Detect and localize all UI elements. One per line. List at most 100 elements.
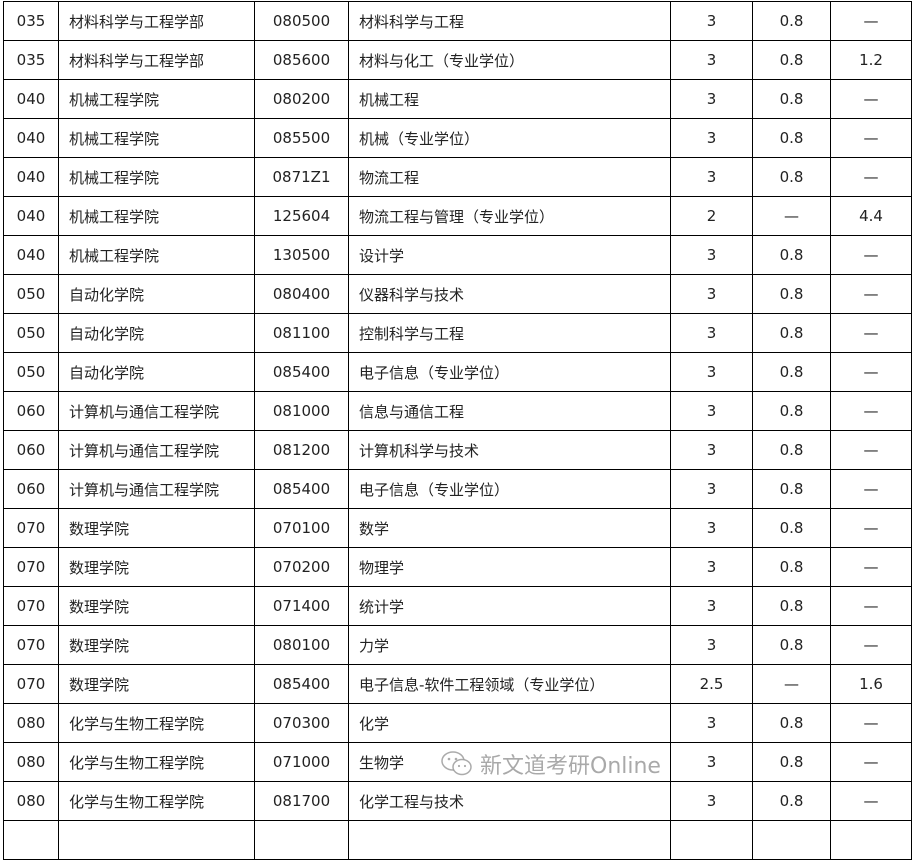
dept-code-cell: 040	[3, 196, 59, 236]
coef-b-cell: —	[830, 508, 912, 548]
coef-a-cell: 0.8	[752, 391, 831, 431]
empty-cell	[830, 820, 912, 860]
coef-a-cell: 0.8	[752, 274, 831, 314]
major-name-cell: 数学	[348, 508, 671, 548]
major-name-cell: 信息与通信工程	[348, 391, 671, 431]
major-code-cell: 125604	[254, 196, 349, 236]
duration-cell: 3	[670, 313, 753, 353]
coef-b-cell: —	[830, 469, 912, 509]
major-name-cell: 材料科学与工程	[348, 1, 671, 41]
table-row: 080 化学与生物工程学院 070300 化学 3 0.8—	[3, 703, 912, 743]
major-name-cell: 化学	[348, 703, 671, 743]
empty-cell	[348, 820, 671, 860]
duration-cell: 3	[670, 742, 753, 782]
duration-cell: 2	[670, 196, 753, 236]
duration-cell: 3	[670, 586, 753, 626]
coef-b-cell: —	[830, 118, 912, 158]
coef-b-cell: —	[830, 235, 912, 275]
duration-cell: 3	[670, 352, 753, 392]
major-code-cell: 080500	[254, 1, 349, 41]
dept-code-cell: 035	[3, 1, 59, 41]
major-code-cell: 080200	[254, 79, 349, 119]
coef-b-cell: —	[830, 391, 912, 431]
major-name-cell: 计算机科学与技术	[348, 430, 671, 470]
table-row: 080 化学与生物工程学院 071000 生物学 3 0.8—	[3, 742, 912, 782]
table-row: 060 计算机与通信工程学院 081000 信息与通信工程 3 0.8—	[3, 391, 912, 431]
dept-name-cell: 机械工程学院	[58, 79, 255, 119]
coef-a-cell: 0.8	[752, 235, 831, 275]
dept-code-cell: 080	[3, 781, 59, 821]
dept-code-cell: 080	[3, 703, 59, 743]
coef-b-cell: —	[830, 157, 912, 197]
dept-code-cell: 070	[3, 508, 59, 548]
major-name-cell: 控制科学与工程	[348, 313, 671, 353]
data-table: 035 材料科学与工程学部 080500 材料科学与工程 3 0.8—035 材料科学与工程…	[3, 1, 912, 860]
coef-a-cell: 0.8	[752, 118, 831, 158]
duration-cell: 3	[670, 118, 753, 158]
major-name-cell: 生物学	[348, 742, 671, 782]
empty-cell	[752, 820, 831, 860]
dept-name-cell: 计算机与通信工程学院	[58, 469, 255, 509]
table-row: 060 计算机与通信工程学院 081200 计算机科学与技术 3 0.8—	[3, 430, 912, 470]
dept-name-cell: 机械工程学院	[58, 157, 255, 197]
duration-cell: 3	[670, 781, 753, 821]
dept-name-cell: 自动化学院	[58, 313, 255, 353]
major-code-cell: 0871Z1	[254, 157, 349, 197]
major-code-cell: 081100	[254, 313, 349, 353]
table-row: 050 自动化学院 080400 仪器科学与技术 3 0.8—	[3, 274, 912, 314]
empty-cell	[254, 820, 349, 860]
major-code-cell: 081000	[254, 391, 349, 431]
dept-name-cell: 机械工程学院	[58, 118, 255, 158]
major-name-cell: 电子信息（专业学位）	[348, 352, 671, 392]
duration-cell: 3	[670, 703, 753, 743]
dept-code-cell: 050	[3, 274, 59, 314]
dept-name-cell: 数理学院	[58, 508, 255, 548]
coef-a-cell: —	[752, 664, 831, 704]
table-row: 035 材料科学与工程学部 085600 材料与化工（专业学位） 3 0.8 1.2	[3, 40, 912, 80]
coef-a-cell: 0.8	[752, 781, 831, 821]
table-row: 040 机械工程学院 130500 设计学 3 0.8—	[3, 235, 912, 275]
table-row: 080 化学与生物工程学院 081700 化学工程与技术 3 0.8—	[3, 781, 912, 821]
table-row: 070 数理学院 071400 统计学 3 0.8—	[3, 586, 912, 626]
major-name-cell: 化学工程与技术	[348, 781, 671, 821]
major-code-cell: 070100	[254, 508, 349, 548]
major-code-cell: 081700	[254, 781, 349, 821]
dept-code-cell: 060	[3, 430, 59, 470]
coef-b-cell: 4.4	[830, 196, 912, 236]
dept-code-cell: 035	[3, 40, 59, 80]
major-name-cell: 设计学	[348, 235, 671, 275]
table-row: 040 机械工程学院 085500 机械（专业学位） 3 0.8—	[3, 118, 912, 158]
major-code-cell: 085400	[254, 352, 349, 392]
coef-b-cell: —	[830, 781, 912, 821]
coef-a-cell: 0.8	[752, 547, 831, 587]
dept-code-cell: 070	[3, 664, 59, 704]
dept-code-cell: 040	[3, 79, 59, 119]
coef-b-cell: —	[830, 430, 912, 470]
coef-a-cell: 0.8	[752, 625, 831, 665]
coef-a-cell: 0.8	[752, 40, 831, 80]
dept-code-cell: 040	[3, 235, 59, 275]
duration-cell: 3	[670, 235, 753, 275]
dept-name-cell: 计算机与通信工程学院	[58, 391, 255, 431]
coef-b-cell: —	[830, 742, 912, 782]
table-row: 070 数理学院 085400 电子信息-软件工程领域（专业学位） 2.5—1.6	[3, 664, 912, 704]
table-row: 070 数理学院 070100 数学 3 0.8—	[3, 508, 912, 548]
major-name-cell: 材料与化工（专业学位）	[348, 40, 671, 80]
major-code-cell: 070300	[254, 703, 349, 743]
coef-b-cell: —	[830, 274, 912, 314]
table-row-partial	[3, 820, 912, 860]
empty-cell	[58, 820, 255, 860]
coef-b-cell: 1.6	[830, 664, 912, 704]
dept-code-cell: 050	[3, 352, 59, 392]
coef-a-cell: 0.8	[752, 703, 831, 743]
table-row: 070 数理学院 080100 力学 3 0.8—	[3, 625, 912, 665]
duration-cell: 3	[670, 391, 753, 431]
major-code-cell: 085600	[254, 40, 349, 80]
coef-b-cell: —	[830, 547, 912, 587]
table-row: 050 自动化学院 085400 电子信息（专业学位） 3 0.8—	[3, 352, 912, 392]
dept-code-cell: 080	[3, 742, 59, 782]
dept-name-cell: 化学与生物工程学院	[58, 781, 255, 821]
major-name-cell: 电子信息-软件工程领域（专业学位）	[348, 664, 671, 704]
dept-code-cell: 040	[3, 118, 59, 158]
duration-cell: 3	[670, 547, 753, 587]
